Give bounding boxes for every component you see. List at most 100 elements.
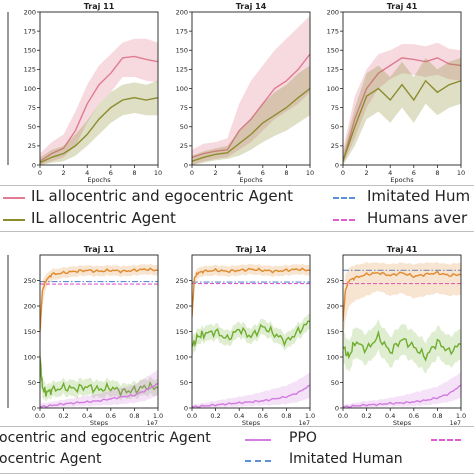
x-tick-label: 2 xyxy=(62,169,66,177)
series-line-2 xyxy=(192,320,310,348)
x-axis-multiplier: 1e7 xyxy=(299,420,311,427)
plot-area xyxy=(343,42,461,165)
y-tick-label: 25 xyxy=(331,142,339,150)
series-band-2 xyxy=(192,65,310,165)
y-tick-label: 0 xyxy=(184,404,188,412)
x-axis-label: Epochs xyxy=(239,176,263,184)
x-tick-label: 0.6 xyxy=(258,412,268,420)
chart-title: Traj 11 xyxy=(84,2,115,11)
chart-panel-6: Traj 41 0.0 0.2 0.4 0.6 0.8 1.0 0 50 100 150 200 250… xyxy=(327,245,467,427)
x-tick-label: 0 xyxy=(38,169,42,177)
y-tick-label: 150 xyxy=(327,47,339,55)
y-tick-label: 25 xyxy=(180,142,188,150)
series-line-1 xyxy=(343,270,461,322)
y-tick-label: 0 xyxy=(335,161,339,169)
x-tick-label: 1.0 xyxy=(153,412,163,420)
x-tick-label: 1.0 xyxy=(456,412,466,420)
series-band-3 xyxy=(192,372,310,408)
y-tick-label: 175 xyxy=(24,27,36,35)
x-tick-label: 0.4 xyxy=(385,412,395,420)
legend-swatch-humans-bottom xyxy=(431,439,461,441)
series-line-1 xyxy=(40,55,158,162)
y-tick-label: 50 xyxy=(28,379,36,387)
series-band-1 xyxy=(343,42,461,165)
chart-panel-1: Traj 110 2 4 6 8 100255075100125150175200Epoc… xyxy=(24,2,163,184)
x-axis-multiplier: 1e7 xyxy=(450,420,462,427)
y-tick-label: 200 xyxy=(327,302,339,310)
series-line-2 xyxy=(40,96,158,164)
legend-swatch-il-ego xyxy=(3,197,25,199)
y-tick-label: 200 xyxy=(327,8,339,16)
x-tick-label: 2 xyxy=(365,169,369,177)
x-tick-label: 0.4 xyxy=(82,412,92,420)
series-band-1 xyxy=(343,261,461,342)
y-tick-label: 200 xyxy=(24,8,36,16)
plot-area xyxy=(192,15,310,165)
y-tick-label: 175 xyxy=(176,27,188,35)
y-tick-label: 200 xyxy=(24,302,36,310)
series-line-3 xyxy=(343,384,461,408)
x-tick-label: 8 xyxy=(132,169,136,177)
series-line-1 xyxy=(192,53,310,158)
series-line-3 xyxy=(40,382,158,408)
x-axis-label: Epochs xyxy=(87,176,111,184)
series-band-3 xyxy=(40,369,158,408)
legend-swatch-humans xyxy=(333,219,355,221)
chart-title: Traj 11 xyxy=(84,245,115,254)
y-tick-label: 150 xyxy=(24,47,36,55)
chart-panel-2: Traj 140 2 4 6 8 100255075100125150175200Epoc… xyxy=(176,2,315,184)
y-tick-label: 100 xyxy=(24,85,36,93)
x-tick-label: 10 xyxy=(154,169,162,177)
y-tick-label: 150 xyxy=(176,47,188,55)
top-legend: IL allocentric and egocentric Agent IL a… xyxy=(0,185,474,232)
series-band-1 xyxy=(40,263,158,357)
legend-label-ppo-ego: ocentric and egocentric Agent xyxy=(0,430,211,446)
x-tick-label: 0 xyxy=(341,169,345,177)
x-tick-label: 4 xyxy=(237,169,241,177)
series-line-2 xyxy=(192,87,310,162)
y-tick-label: 125 xyxy=(24,66,36,74)
x-tick-label: 0 xyxy=(190,169,194,177)
series-band-1 xyxy=(192,15,310,165)
x-tick-label: 0.2 xyxy=(58,412,68,420)
x-tick-label: 0.8 xyxy=(432,412,442,420)
legend-label-humans: Humans aver xyxy=(367,209,468,227)
x-tick-label: 8 xyxy=(435,169,439,177)
y-tick-label: 100 xyxy=(176,85,188,93)
series-band-1 xyxy=(192,263,310,332)
legend-label-il-ego: IL allocentric and egocentric Agent xyxy=(31,187,293,205)
x-tick-label: 0.2 xyxy=(210,412,220,420)
y-tick-label: 75 xyxy=(180,104,188,112)
y-tick-label: 200 xyxy=(176,8,188,16)
legend-label-imitated: Imitated Hum xyxy=(367,187,471,205)
x-tick-label: 0.4 xyxy=(234,412,244,420)
x-tick-label: 0.6 xyxy=(106,412,116,420)
x-tick-label: 0.0 xyxy=(35,412,45,420)
series-line-1 xyxy=(192,267,310,317)
bottom-legend: ocentric and egocentric Agent ocentric A… xyxy=(0,426,474,474)
series-line-1 xyxy=(343,57,461,162)
chart-panel-5: Traj 14 0.0 0.2 0.4 0.6 0.8 1.0 0 50 100 150 200 250… xyxy=(176,245,316,427)
x-tick-label: 0.6 xyxy=(409,412,419,420)
x-axis-label: Epochs xyxy=(390,176,414,184)
y-tick-label: 0 xyxy=(32,161,36,169)
y-tick-label: 250 xyxy=(176,277,188,285)
y-tick-label: 150 xyxy=(327,328,339,336)
chart-panel-4: Traj 11 0.0 0.2 0.4 0.6 0.8 1.0 0 50 100 150 200 250… xyxy=(24,245,164,427)
legend-label-imitated-human: Imitated Human xyxy=(289,451,403,467)
x-tick-label: 6 xyxy=(109,169,113,177)
x-tick-label: 0.2 xyxy=(361,412,371,420)
y-tick-label: 50 xyxy=(331,379,339,387)
y-tick-label: 100 xyxy=(327,85,339,93)
y-tick-label: 250 xyxy=(24,277,36,285)
y-tick-label: 125 xyxy=(176,66,188,74)
legend-swatch-imitated-human xyxy=(245,460,271,462)
x-tick-label: 1.0 xyxy=(305,412,315,420)
plot-area xyxy=(192,263,310,408)
plot-area xyxy=(343,261,461,408)
x-axis-label: Steps xyxy=(90,419,109,427)
y-tick-label: 0 xyxy=(184,161,188,169)
chart-title: Traj 41 xyxy=(387,2,418,11)
y-tick-label: 75 xyxy=(28,104,36,112)
legend-swatch-il-allo xyxy=(3,219,25,221)
